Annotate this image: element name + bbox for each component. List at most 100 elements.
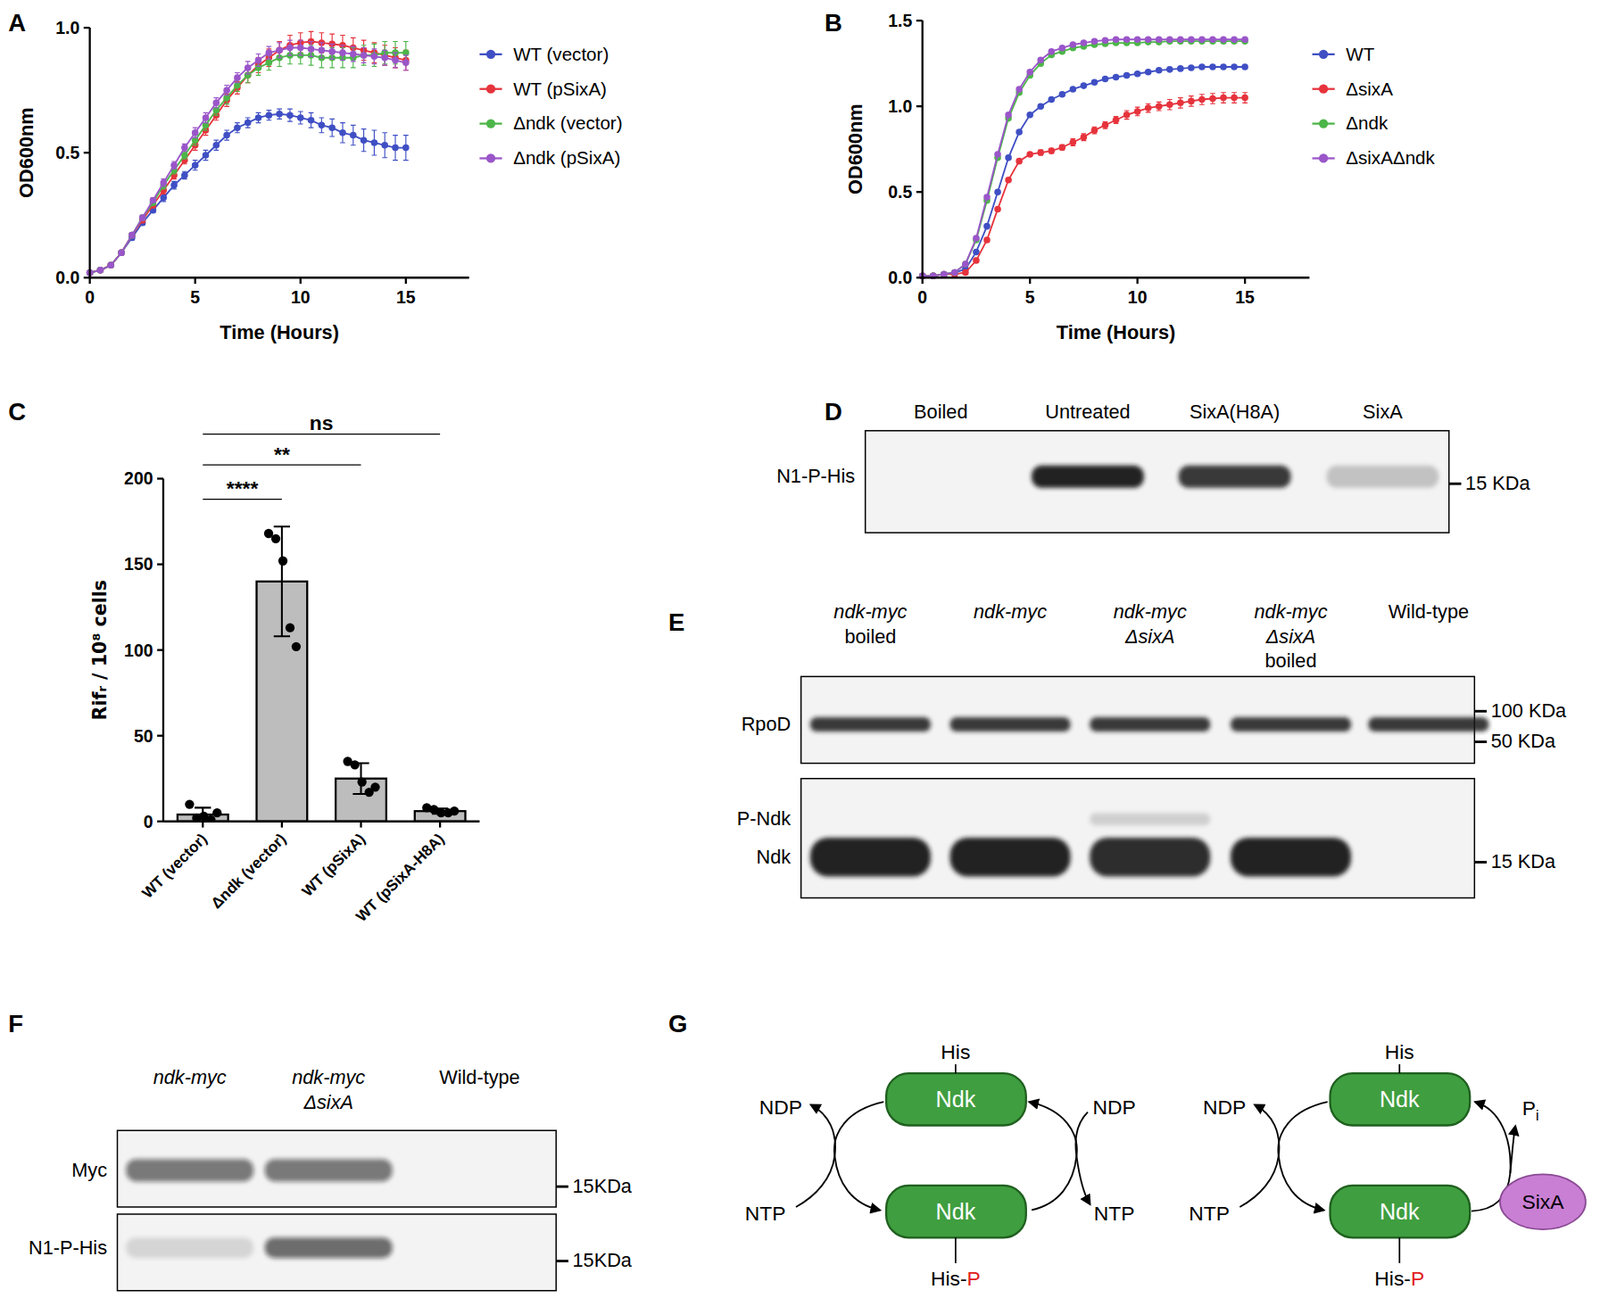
error-bar xyxy=(245,117,251,128)
series-line xyxy=(90,52,407,274)
y-tick xyxy=(916,105,923,108)
panel-letter: E xyxy=(668,608,685,637)
series-point xyxy=(1219,63,1227,71)
error-bar xyxy=(234,81,241,94)
x-tick xyxy=(281,821,283,829)
series-point xyxy=(223,86,231,94)
series-point xyxy=(265,49,274,57)
series-point xyxy=(297,114,305,122)
size-marker-tick xyxy=(555,1260,569,1263)
nucleotide: NTP xyxy=(745,1202,787,1226)
series-point xyxy=(360,51,368,59)
series-point xyxy=(1015,128,1023,136)
error-bar xyxy=(308,41,315,58)
series-point xyxy=(940,271,948,279)
error-bar xyxy=(287,108,293,122)
series-point xyxy=(1219,35,1227,43)
legend-marker xyxy=(486,118,496,128)
legend-label: WT xyxy=(1345,43,1375,65)
panel-letter: B xyxy=(824,8,843,37)
band xyxy=(265,1159,393,1182)
series-point xyxy=(328,48,336,56)
y-tick-label: 200 xyxy=(124,468,153,489)
error-bar xyxy=(372,43,378,67)
error-bar xyxy=(140,215,146,221)
series-point xyxy=(983,193,991,201)
residue-text: His- xyxy=(930,1267,968,1291)
y-tick xyxy=(83,26,91,29)
row-label: RpoD xyxy=(741,712,792,736)
series-point xyxy=(1144,35,1153,43)
series-point xyxy=(117,248,125,257)
error-bar xyxy=(1188,96,1194,108)
x-axis-title: Time (Hours) xyxy=(1056,321,1177,344)
series-point xyxy=(1112,74,1120,82)
series-point xyxy=(318,122,326,130)
size-marker-label: 15 KDa xyxy=(1491,850,1557,873)
residue-stem xyxy=(1398,1064,1401,1074)
series-point xyxy=(381,54,389,62)
data-point xyxy=(449,806,459,816)
error-bar xyxy=(182,143,188,151)
error-bar xyxy=(182,151,188,159)
band xyxy=(950,837,1071,877)
error-bar xyxy=(1092,126,1098,134)
series-point xyxy=(1059,44,1067,52)
y-tick xyxy=(916,276,923,279)
enzyme-box xyxy=(1330,1185,1471,1238)
residue-label: His xyxy=(1384,1040,1415,1064)
series-point xyxy=(97,266,105,274)
error-bar xyxy=(223,85,230,96)
error-bar xyxy=(171,161,177,169)
series-point xyxy=(1241,94,1249,102)
series-line xyxy=(90,114,407,274)
row-label: P-Ndk xyxy=(737,807,791,830)
x-tick-label: 15 xyxy=(396,287,416,307)
band xyxy=(1089,717,1211,732)
series-point xyxy=(983,223,991,231)
plot-area xyxy=(919,35,1249,280)
series-point xyxy=(371,53,379,61)
lane-label: Untreated xyxy=(1044,400,1130,423)
series-point xyxy=(307,45,316,53)
band xyxy=(1031,465,1145,489)
y-tick xyxy=(157,820,164,823)
band xyxy=(950,717,1071,732)
band xyxy=(125,1159,254,1182)
reaction-arrow xyxy=(1509,1127,1516,1175)
legend-label: WT (pSixA) xyxy=(513,78,607,100)
reaction-arrow xyxy=(1239,1105,1279,1208)
series-point xyxy=(1123,111,1131,119)
error-bar xyxy=(287,40,293,56)
y-tick xyxy=(157,648,164,651)
series-point xyxy=(1166,66,1174,74)
y-axis xyxy=(921,20,924,278)
size-marker-label: 50 KDa xyxy=(1491,729,1557,753)
series-point xyxy=(1048,96,1056,104)
series-point xyxy=(128,232,136,240)
legend-label: Δndk (pSixA) xyxy=(513,147,621,168)
series-point xyxy=(994,150,1002,158)
reaction-arrow xyxy=(834,1102,884,1211)
enzyme-box xyxy=(886,1185,1027,1238)
series-point xyxy=(1134,35,1142,43)
series-point xyxy=(1048,147,1056,155)
y-tick xyxy=(157,735,164,738)
band xyxy=(810,813,931,827)
error-bar xyxy=(339,45,346,61)
lane-label: Boiled xyxy=(913,400,968,423)
error-bar xyxy=(234,73,241,83)
series-point xyxy=(1102,36,1110,44)
panel-letter: G xyxy=(668,1010,688,1038)
series-point xyxy=(307,116,316,125)
phosphate-text: P xyxy=(1522,1096,1536,1120)
error-bar xyxy=(381,49,388,66)
data-point xyxy=(357,777,367,787)
significance-label: ns xyxy=(309,411,334,435)
x-tick-label: 10 xyxy=(290,287,311,307)
series-point xyxy=(202,114,210,122)
error-bar xyxy=(381,132,388,158)
series-point xyxy=(181,144,189,152)
series-point xyxy=(1004,176,1012,184)
band xyxy=(1367,717,1489,732)
